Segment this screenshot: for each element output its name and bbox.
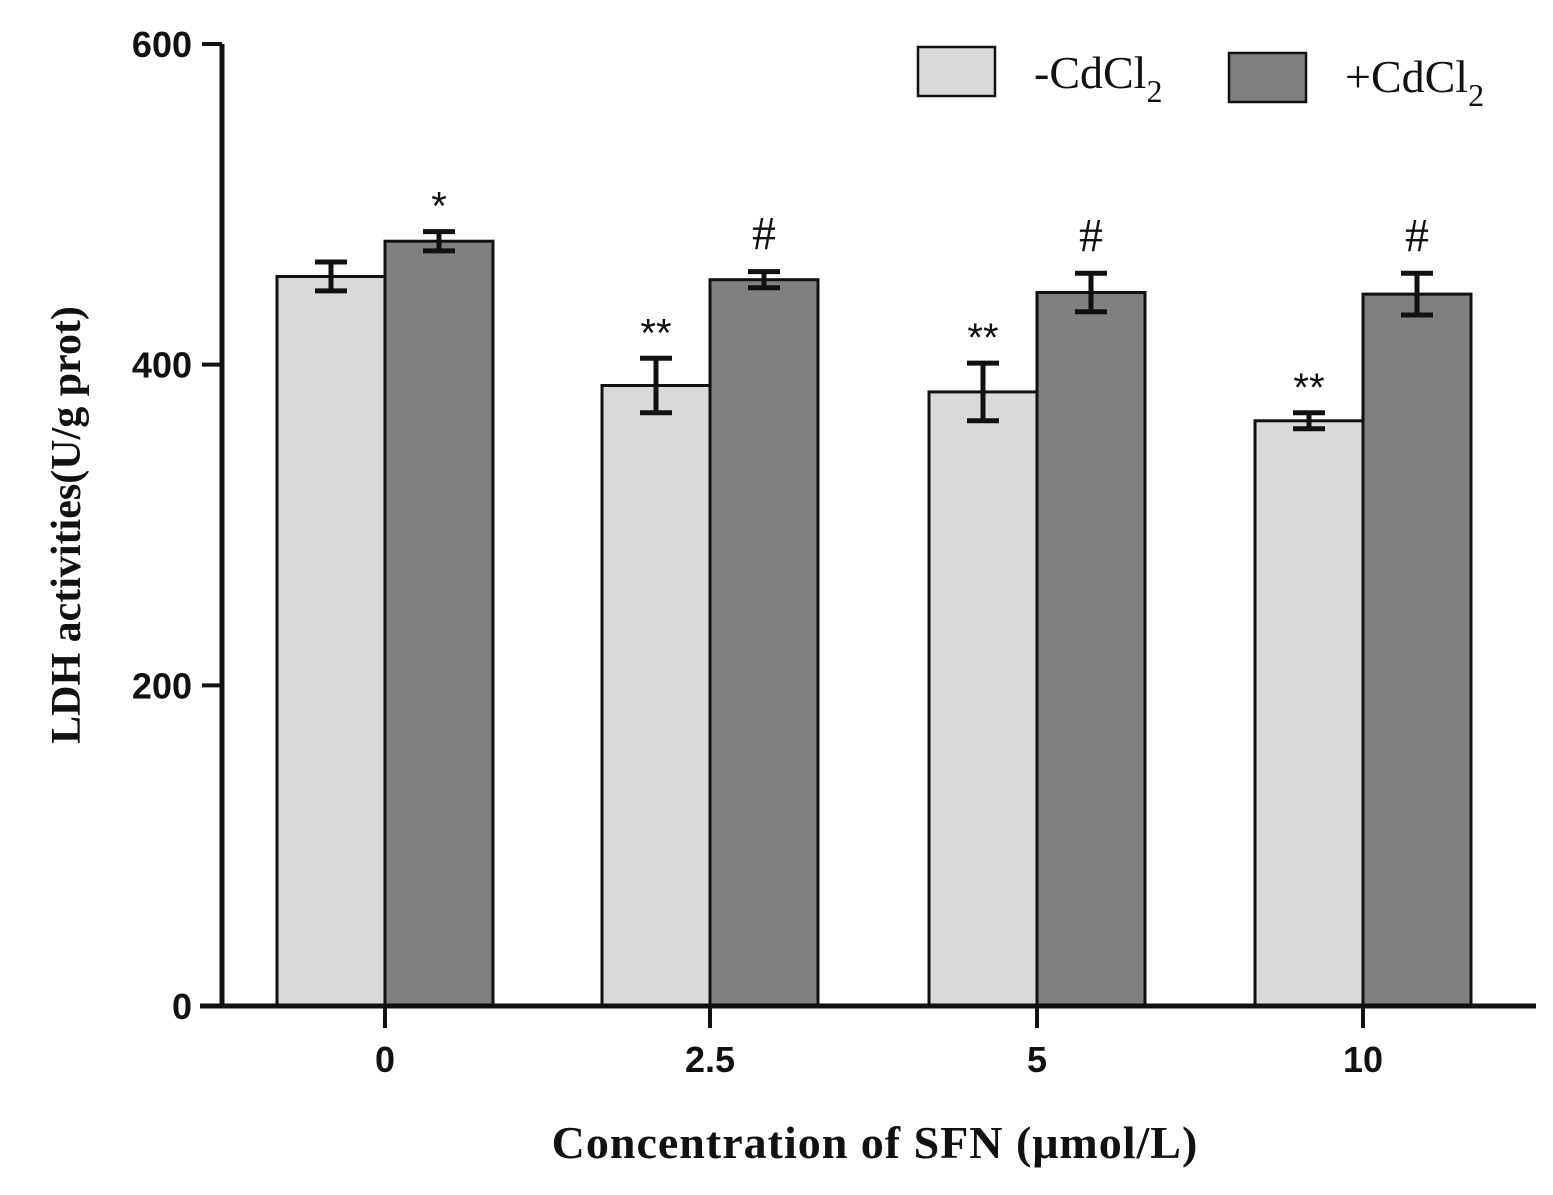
bar-plus-cdcl2-2.5 xyxy=(708,278,820,1008)
axes xyxy=(200,44,1536,1009)
significance-marker-plus-cdcl2-10: # xyxy=(1405,209,1429,262)
y-tick-label-400: 400 xyxy=(132,345,192,386)
error-bar-minus-cdcl2-10 xyxy=(1293,410,1325,432)
significance-marker-plus-cdcl2-0: * xyxy=(431,185,447,229)
annotations-layer: ***#**#**# xyxy=(431,185,1429,410)
x-tick-label-2.5: 2.5 xyxy=(685,1039,735,1080)
y-tick-label-200: 200 xyxy=(132,665,192,706)
x-tick-label-5: 5 xyxy=(1027,1039,1047,1080)
bar-plus-cdcl2-0 xyxy=(383,239,495,1008)
error-bar-minus-cdcl2-2.5 xyxy=(640,355,672,416)
x-tick-label-10: 10 xyxy=(1343,1039,1383,1080)
y-tick-label-0: 0 xyxy=(172,986,192,1027)
significance-marker-plus-cdcl2-2.5: # xyxy=(752,208,776,261)
error-bar-minus-cdcl2-5 xyxy=(967,360,999,424)
bar-plus-cdcl2-10 xyxy=(1361,292,1473,1008)
error-bar-minus-cdcl2-0 xyxy=(315,259,347,294)
error-bar-plus-cdcl2-5 xyxy=(1075,270,1107,315)
significance-marker-plus-cdcl2-5: # xyxy=(1079,209,1103,262)
x-ticks: 0 2.5 5 10 xyxy=(375,1006,1383,1080)
error-bar-plus-cdcl2-2.5 xyxy=(748,269,780,291)
error-bar-plus-cdcl2-0 xyxy=(423,229,455,254)
legend-label-plus-cdcl2: +CdCl2 xyxy=(1345,51,1484,113)
significance-marker-minus-cdcl2-10: ** xyxy=(1293,366,1324,410)
significance-marker-minus-cdcl2-2.5: ** xyxy=(640,311,671,355)
significance-marker-minus-cdcl2-5: ** xyxy=(967,316,998,360)
bar-minus-cdcl2-0 xyxy=(275,274,387,1008)
bar-plus-cdcl2-5 xyxy=(1035,291,1147,1008)
legend-label-minus-cdcl2: -CdCl2 xyxy=(1034,47,1162,109)
bar-minus-cdcl2-5 xyxy=(927,390,1039,1008)
error-bars-layer xyxy=(315,229,1433,432)
y-tick-label-600: 600 xyxy=(132,24,192,65)
x-tick-label-0: 0 xyxy=(375,1039,395,1080)
bars-layer xyxy=(275,239,1473,1008)
y-axis-title: LDH activities(U/g prot) xyxy=(44,306,90,744)
x-axis-title: Concentration of SFN (μmol/L) xyxy=(552,1117,1199,1168)
legend-swatch-minus-cdcl2 xyxy=(916,45,997,98)
bar-minus-cdcl2-2.5 xyxy=(600,384,712,1008)
y-ticks: 0 200 400 600 xyxy=(132,24,222,1027)
legend-swatch-plus-cdcl2 xyxy=(1227,51,1308,104)
bar-minus-cdcl2-10 xyxy=(1253,419,1365,1008)
legend: -CdCl2 +CdCl2 xyxy=(916,45,1484,113)
error-bar-plus-cdcl2-10 xyxy=(1401,270,1433,318)
